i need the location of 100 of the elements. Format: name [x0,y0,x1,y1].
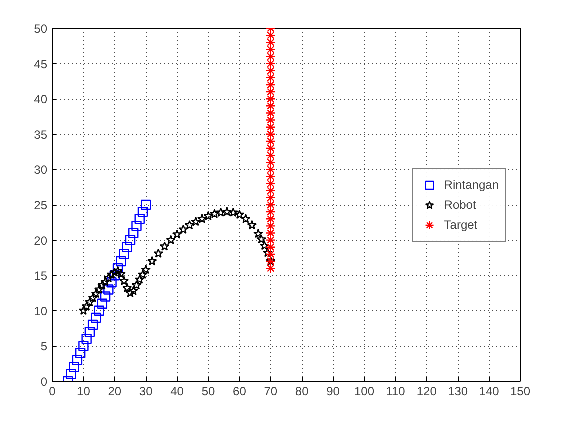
point [88,293,98,302]
x-tick-label: 100 [354,384,375,398]
point [178,224,188,234]
point [82,302,92,311]
point [147,256,158,266]
point [160,242,170,251]
y-tick-label: 10 [34,304,48,318]
x-tick-label: 50 [202,384,216,398]
point [113,266,123,276]
x-tick-label: 140 [479,384,500,398]
point [266,164,276,175]
point [266,129,276,140]
point [85,297,95,307]
point [122,242,132,252]
point [266,86,276,98]
point [132,280,142,290]
y-tick-label: 35 [34,128,48,142]
point [172,230,182,239]
point [266,263,276,274]
point [266,206,276,218]
point [222,206,232,216]
point [216,208,226,218]
point [82,334,92,344]
x-tick-label: 130 [448,384,468,398]
y-tick-label: 5 [40,340,48,354]
point [106,278,117,288]
point [91,312,102,324]
point [100,276,110,286]
x-tick-label: 20 [108,384,122,398]
y-tick-label: 40 [34,92,48,107]
point [132,221,142,232]
y-tick-label: 45 [34,57,48,72]
point [247,220,258,230]
point [138,270,148,280]
point [78,341,89,352]
point [97,298,108,309]
point [141,264,151,274]
point [75,348,86,358]
point [266,122,276,132]
point [84,326,96,338]
point [116,269,126,278]
point [266,80,276,90]
point [134,274,145,284]
point [141,200,152,210]
point [98,280,108,290]
point [266,192,276,204]
point [69,362,80,372]
point [256,234,266,244]
point [266,94,276,104]
point [254,228,264,238]
x-tick-label: 90 [326,384,340,398]
point [234,210,245,220]
point [266,214,276,224]
y-tick-label: 0 [40,375,48,389]
point [266,158,276,168]
x-tick-label: 70 [264,384,278,398]
point [266,52,276,62]
y-tick-label: 30 [34,163,48,178]
point [241,214,251,224]
point [266,136,276,147]
point [88,320,98,330]
point [228,208,238,218]
legend-label: Rintangan [444,178,499,192]
point [106,270,117,280]
point [266,66,276,76]
point [184,220,195,230]
point [266,108,276,118]
x-tick-label: 0 [49,384,56,398]
point [266,143,276,154]
point [110,268,120,278]
point [266,58,276,69]
point [94,306,104,316]
point [154,248,164,258]
point [266,221,276,232]
point [266,101,276,112]
point [66,369,76,380]
point [191,216,201,226]
point [100,292,111,302]
point [266,115,276,126]
x-tick-label: 110 [386,384,406,398]
point [122,283,132,293]
x-tick-label: 150 [510,384,531,398]
point [94,284,104,294]
x-tick-label: 80 [295,384,310,398]
point [266,228,276,238]
point [266,44,276,55]
point [128,228,139,238]
point [266,178,276,189]
point [138,206,148,218]
point [119,276,130,286]
point [266,38,276,48]
point [204,211,214,221]
point [266,249,276,260]
x-tick-label: 40 [170,384,184,398]
point [210,209,220,218]
point [266,186,276,196]
point [266,235,276,246]
point [262,248,273,258]
point [197,214,208,224]
point [266,30,276,41]
